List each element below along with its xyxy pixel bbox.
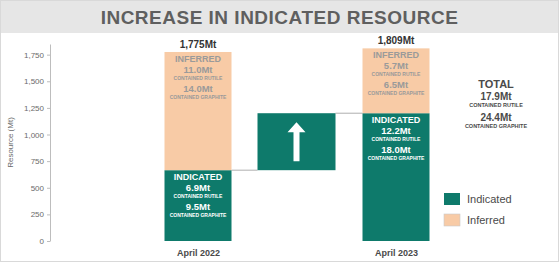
y-tick: 1,750	[24, 51, 50, 60]
total-label: 1,775Mt	[180, 39, 217, 50]
y-tick: 500	[31, 184, 50, 193]
y-tick-label: 0	[40, 237, 45, 246]
y-tick-mark	[47, 241, 50, 242]
segment-label: CONTAINED RUTILE	[174, 193, 223, 199]
bar	[165, 52, 232, 170]
bar	[165, 170, 232, 241]
y-axis-title: Resource (Mt)	[6, 117, 15, 168]
segment-label: 11.0Mt	[183, 64, 213, 75]
y-tick-label: 500	[31, 184, 45, 193]
y-tick-label: 1,750	[24, 51, 45, 60]
legend-label: Inferred	[467, 214, 505, 226]
legend-swatch	[444, 214, 460, 226]
segment-label: CONTAINED RUTILE	[174, 75, 223, 81]
increase-arrow	[288, 122, 306, 161]
total-line: CONTAINED GRAPHITE	[465, 123, 528, 129]
total-label: 1,809Mt	[378, 35, 415, 46]
segment-label: INFERRED	[373, 50, 420, 60]
y-tick-mark	[47, 55, 50, 56]
y-tick-mark	[47, 214, 50, 215]
segment-label: 12.2Mt	[381, 125, 411, 136]
segment-label: 6.5Mt	[384, 79, 409, 90]
y-tick-mark	[47, 161, 50, 162]
y-tick-mark	[47, 135, 50, 136]
plot-area	[165, 48, 430, 241]
y-axis: 0 250 500 750 1,000 1,250 1,500 1,750	[24, 45, 51, 247]
y-tick-mark	[47, 108, 50, 109]
legend-swatch	[444, 193, 460, 205]
connector	[232, 170, 258, 171]
y-tick: 1,000	[24, 131, 50, 140]
title: INCREASE IN INDICATED RESOURCE	[101, 7, 459, 28]
total-line: 24.4Mt	[480, 112, 512, 123]
x-tick: April 2023	[375, 247, 418, 258]
legend: Indicated Inferred	[444, 193, 512, 226]
legend-label: Indicated	[467, 193, 512, 205]
x-tick: April 2022	[177, 247, 220, 258]
total-heading: TOTAL	[478, 78, 514, 90]
segment-label: INDICATED	[372, 115, 421, 125]
segment-label: INFERRED	[175, 54, 222, 64]
segment-label: CONTAINED GRAPHITE	[170, 212, 227, 218]
segment-label: 18.0Mt	[381, 144, 411, 155]
x-axis: April 2022 April 2023	[177, 247, 418, 258]
y-tick-label: 1,500	[24, 77, 45, 86]
x-tick-label: April 2023	[375, 248, 418, 258]
segment-label: CONTAINED GRAPHITE	[170, 94, 227, 100]
y-tick-label: 1,250	[24, 104, 45, 113]
segment-label: CONTAINED RUTILE	[372, 136, 421, 142]
x-tick-label: April 2022	[177, 248, 220, 258]
y-tick: 750	[31, 157, 50, 166]
y-tick-label: 750	[31, 157, 45, 166]
y-tick: 1,250	[24, 104, 50, 113]
total-line: 17.9Mt	[480, 91, 512, 102]
y-tick-mark	[47, 188, 50, 189]
y-tick: 0	[40, 237, 50, 246]
y-tick-label: 1,000	[24, 131, 45, 140]
bar	[363, 113, 430, 241]
segment-label: CONTAINED GRAPHITE	[368, 155, 425, 161]
segment-label: CONTAINED RUTILE	[372, 71, 421, 77]
connector	[336, 113, 363, 114]
segment-label: 5.7Mt	[384, 60, 409, 71]
header-band	[1, 1, 558, 33]
bar	[363, 48, 430, 113]
chart: INCREASE IN INDICATED RESOURCE 0 250 500 750…	[0, 0, 559, 262]
increase-box	[258, 113, 336, 170]
segment-label: 6.9Mt	[186, 182, 211, 193]
segment-label: 14.0Mt	[183, 83, 213, 94]
y-tick-label: 250	[31, 210, 45, 219]
y-axis-line	[50, 45, 51, 242]
y-tick: 1,500	[24, 77, 50, 86]
background	[1, 1, 559, 262]
y-tick: 250	[31, 210, 50, 219]
segment-label: CONTAINED GRAPHITE	[368, 90, 425, 96]
segment-label: INDICATED	[174, 172, 223, 182]
y-tick-mark	[47, 81, 50, 82]
total-line: CONTAINED RUTILE	[469, 102, 523, 108]
segment-label: 9.5Mt	[186, 201, 211, 212]
